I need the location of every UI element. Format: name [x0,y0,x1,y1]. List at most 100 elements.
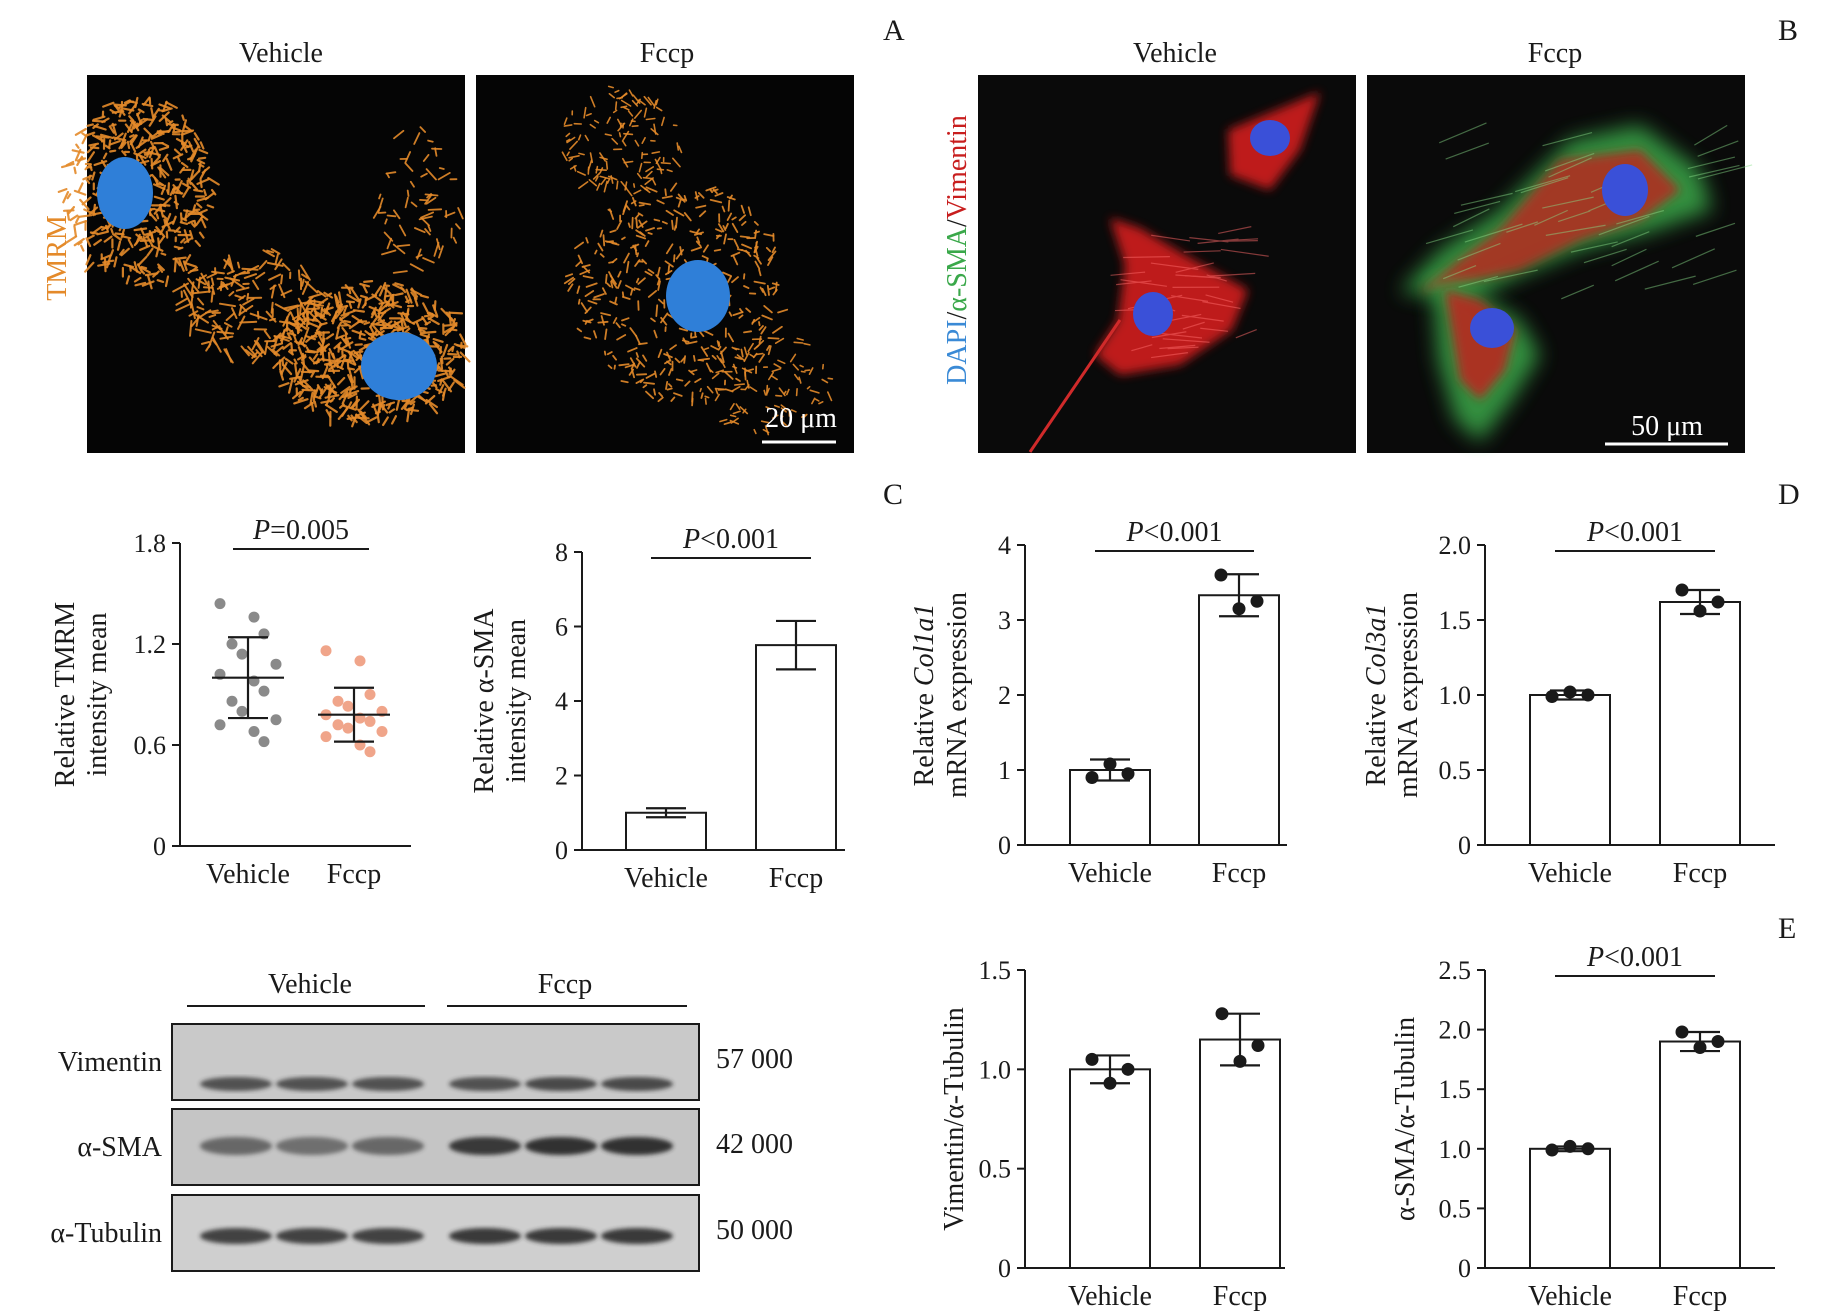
y-tick-label: 1.8 [134,529,167,558]
y-tick-label: 0 [153,832,166,861]
blot-band [525,1137,597,1155]
y-axis-label: Relative α-SMA [469,608,500,794]
data-point [376,726,388,738]
y-tick-label: 0.5 [1439,756,1472,785]
data-point [1563,1139,1577,1153]
x-tick-label: Fccp [327,859,381,890]
blot-band [352,1228,424,1244]
data-point [258,685,270,697]
if-vehicle-image [978,75,1356,453]
panel-letter-c: C [883,478,903,511]
bar [1199,1038,1281,1269]
wb-fccp-label: Fccp [538,969,592,1000]
panel-letter-e: E [1778,912,1796,945]
data-point [1215,1007,1229,1021]
panel-b: Vehicle Fccp DAPI/α-SMA/Vimentin 50 μm [942,38,1753,453]
bar [1529,694,1611,846]
nucleus [361,332,437,400]
x-tick-label: Fccp [1212,858,1266,889]
data-point [214,719,226,731]
data-point [1563,685,1577,699]
bar [1069,1068,1151,1270]
data-point [1581,688,1595,702]
y-tick-label: 0 [555,836,568,865]
tmrm-fccp-image: 20 μm [476,75,854,453]
x-tick-label: Vehicle [1068,1281,1152,1312]
nucleus [1250,120,1290,156]
y-tick-label: 8 [555,538,568,567]
y-tick-label: 0.5 [1439,1194,1472,1223]
data-point [1232,602,1246,616]
p-value-label: P<0.001 [682,524,779,555]
y-tick-label: 1.5 [1439,1075,1472,1104]
data-point [214,598,226,610]
blot-band [449,1077,521,1091]
y-tick-label: 1.5 [1439,606,1472,635]
data-point [1214,568,1228,582]
data-point [248,611,260,623]
data-point [364,715,376,727]
blot-band [449,1137,521,1155]
x-tick-label: Vehicle [1528,1281,1612,1312]
y-tick-label: 1.0 [1439,681,1472,710]
tmrm-intensity-chart: 0 0.6 1.2 1.8 Vehicle Fccp Relative TMRM intens… [50,515,411,890]
p-value-label: P<0.001 [1586,942,1683,973]
col3a1-expression-chart: 0 0.5 1.0 1.5 2.0 Vehicle Fccp Relative Col3a1 m… [1361,517,1775,889]
y-tick-label: 2.0 [1439,531,1472,560]
panel-b-stain-label: DAPI/α-SMA/Vimentin [942,115,973,385]
y-tick-label: 0.6 [134,731,167,760]
data-point [270,658,282,670]
y-axis-label: Relative Col1a1 [909,604,940,787]
blot-band [601,1137,673,1155]
scale-bar-label: 20 μm [765,403,837,434]
y-axis-label-line2: mRNA expression [942,592,973,798]
data-point [354,655,366,667]
y-axis-label-line2: intensity mean [501,619,532,783]
data-point [320,731,332,743]
blot-mw: 50 000 [716,1215,793,1246]
tmrm-vehicle-image [57,75,471,453]
y-axis-label: Relative TMRM [50,602,81,787]
panel-a-stain-label: TMRM [42,215,73,301]
bar [1198,594,1280,846]
bar [1529,1147,1611,1270]
blot-mw: 57 000 [716,1044,793,1075]
p-value-label: P<0.001 [1126,517,1223,548]
panel-letter-d: D [1778,478,1800,511]
y-tick-label: 6 [555,613,568,642]
data-point [258,736,270,748]
y-tick-label: 2.5 [1439,956,1472,985]
bar [1659,601,1741,846]
y-tick-label: 3 [998,606,1011,635]
data-point [270,714,282,726]
p-value-label: P<0.001 [1586,517,1683,548]
y-tick-label: 1.2 [134,630,167,659]
data-point [1711,1035,1725,1049]
y-axis-label: Relative Col3a1 [1361,604,1392,787]
y-axis-label-line2: mRNA expression [1393,592,1424,798]
data-point [1693,604,1707,618]
blot-band [276,1137,348,1155]
panel-a-fccp-label: Fccp [640,38,694,69]
data-point [1545,1143,1559,1157]
blot-band [352,1137,424,1155]
nucleus [97,157,153,229]
nucleus [666,260,730,332]
blot-band [352,1077,424,1091]
bar [625,811,707,851]
blot-row-sma: α-SMA 42 000 [77,1108,793,1186]
bar [1069,769,1151,846]
blot-band [601,1077,673,1091]
y-tick-label: 1.0 [979,1055,1012,1084]
data-point [332,719,344,731]
blot-band [200,1228,272,1244]
data-point [236,648,248,660]
x-tick-label: Fccp [1673,858,1727,889]
data-point [248,726,260,738]
blot-band [525,1228,597,1244]
data-point [1711,595,1725,609]
data-point [364,689,376,700]
western-blot: Vehicle Fccp Vimentin 57 000 α-SMA 42 00… [50,969,793,1272]
nucleus [1470,308,1514,348]
